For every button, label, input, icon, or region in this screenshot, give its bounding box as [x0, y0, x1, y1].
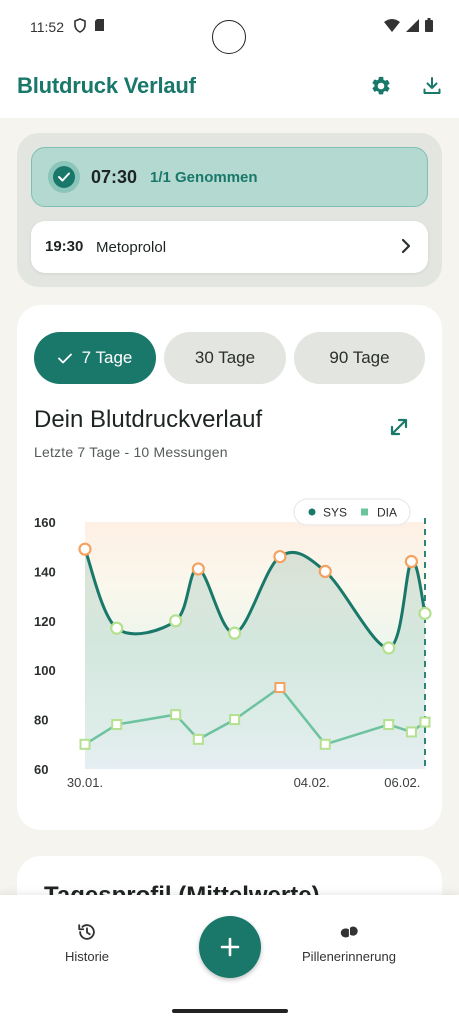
taken-check-badge — [48, 161, 80, 193]
camera-cutout — [212, 20, 246, 54]
sys-point — [228, 626, 242, 640]
sys-point — [78, 542, 92, 556]
taken-status: 1/1 Genommen — [150, 169, 258, 186]
sys-line — [83, 548, 427, 650]
check-icon — [58, 172, 70, 182]
period-tab-7-days[interactable]: 7 Tage — [34, 332, 156, 384]
legend-sys-label: SYS — [323, 506, 347, 520]
period-tab-label: 90 Tage — [329, 348, 390, 367]
sys-point — [318, 564, 332, 579]
period-tab-30-days[interactable]: 30 Tage — [164, 332, 286, 384]
legend-dia-label: DIA — [377, 506, 397, 520]
taken-reminder-row[interactable]: 07:30 1/1 Genommen — [31, 147, 428, 207]
dia-point — [192, 733, 204, 745]
taken-time: 07:30 — [91, 167, 138, 187]
next-reminder-row[interactable]: 19:30 Metoprolol — [31, 221, 428, 273]
x-tick-label: 04.02. — [294, 775, 330, 790]
plus-icon — [220, 937, 240, 957]
legend-box — [293, 498, 411, 526]
nav-history-label: Historie — [64, 949, 110, 964]
sys-point — [273, 549, 287, 564]
chart-subtitle: Letzte 7 Tage - 10 Messungen — [34, 444, 228, 460]
nav-pill-reminder[interactable]: Pillenerinnerung — [289, 921, 409, 964]
legend-dia-swatch — [361, 508, 368, 516]
page-title: Blutdruck Verlauf — [17, 73, 196, 98]
chart-card: 7 Tage 30 Tage 90 Tage Dein Blutdruckver… — [17, 305, 442, 830]
y-tick-label: 100 — [34, 663, 56, 678]
wifi-icon — [384, 18, 400, 32]
check-icon — [57, 353, 72, 363]
dia-point — [229, 714, 241, 726]
sys-point — [169, 614, 183, 628]
y-tick-label: 140 — [34, 564, 56, 579]
next-reminder-medication: Metoprolol — [96, 239, 167, 256]
sim-card-icon — [95, 19, 104, 31]
status-icons-left — [74, 18, 105, 33]
settings-button[interactable] — [367, 72, 395, 100]
sys-point — [110, 621, 124, 635]
status-time: 11:52 — [30, 19, 64, 35]
y-tick-label: 160 — [34, 515, 56, 530]
download-icon — [423, 77, 441, 94]
nav-pill-reminder-label: Pillenerinnerung — [302, 949, 396, 964]
app-header: Blutdruck Verlauf — [0, 56, 459, 118]
history-icon — [78, 924, 95, 940]
expand-chart-button[interactable] — [385, 413, 413, 441]
sys-point — [418, 606, 432, 620]
dia-point — [79, 738, 91, 750]
cellular-signal-icon — [406, 18, 419, 32]
next-reminder-time: 19:30 — [45, 238, 84, 255]
expand-icon — [390, 418, 408, 436]
chart-title: Dein Blutdruckverlauf — [34, 406, 263, 433]
chart-legend: SYS DIA — [293, 498, 411, 526]
x-tick-label: 30.01. — [67, 775, 103, 790]
medication-reminder-card: 07:30 1/1 Genommen 19:30 Metoprolol — [17, 133, 442, 287]
y-tick-label: 80 — [34, 713, 48, 728]
sys-point — [191, 562, 205, 576]
dia-point — [383, 719, 395, 731]
x-tick-label: 06.02. — [384, 775, 420, 790]
y-tick-label: 60 — [34, 762, 48, 777]
dia-point — [319, 738, 331, 750]
sys-area — [85, 549, 425, 769]
dia-point — [111, 719, 123, 731]
legend-sys-swatch — [308, 508, 316, 516]
period-tab-90-days[interactable]: 90 Tage — [294, 332, 425, 384]
dia-point — [419, 716, 431, 728]
gear-icon — [372, 76, 390, 95]
dia-line — [84, 686, 426, 746]
sys-point — [404, 554, 418, 569]
period-tab-label: 7 Tage — [81, 348, 133, 367]
status-icons-right — [384, 18, 433, 32]
download-button[interactable] — [418, 72, 446, 100]
home-indicator — [172, 1009, 288, 1013]
shield-icon — [74, 18, 86, 33]
dia-point — [274, 681, 286, 693]
dia-point — [170, 709, 182, 721]
dia-point — [405, 726, 417, 738]
blood-pressure-chart[interactable]: 160 140 120 100 80 60 30.01. 04.02. 06.02. SYS D… — [17, 495, 442, 795]
sys-point — [382, 641, 396, 655]
battery-icon — [425, 18, 433, 32]
add-measurement-button[interactable] — [199, 916, 261, 978]
y-tick-label: 120 — [34, 614, 56, 629]
chevron-right-icon — [401, 238, 411, 254]
status-bar: 11:52 — [0, 0, 459, 56]
pill-icon — [340, 926, 358, 938]
period-tab-label: 30 Tage — [194, 348, 256, 367]
nav-history[interactable]: Historie — [52, 921, 122, 964]
bottom-navigation: Historie Pillenerinnerung — [0, 895, 459, 1024]
